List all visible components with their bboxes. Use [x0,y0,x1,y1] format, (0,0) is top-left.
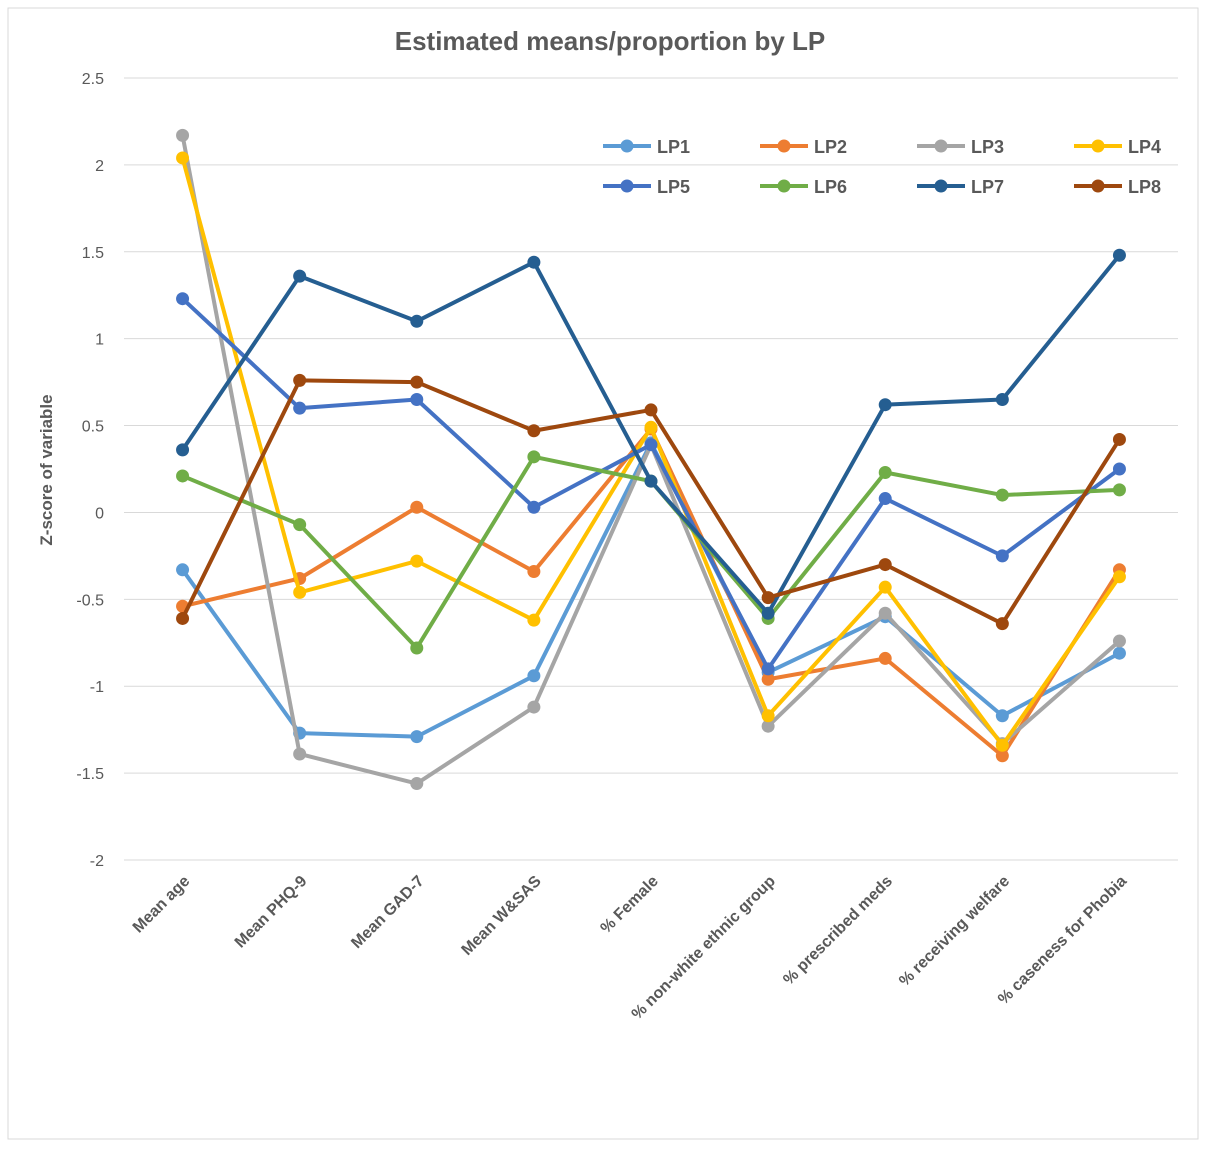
data-point [644,438,658,452]
data-point [995,549,1009,563]
y-tick-label: -0.5 [76,592,104,609]
data-point [410,777,424,791]
y-tick-label: -1.5 [76,766,104,783]
data-point [1112,462,1126,476]
chart-title: Estimated means/proportion by LP [395,26,826,56]
data-point [644,474,658,488]
data-point [293,373,307,387]
data-point [410,314,424,328]
y-tick-label: -1 [90,679,104,696]
data-point [176,469,190,483]
data-point [176,611,190,625]
data-point [527,450,541,464]
legend-label: LP7 [971,177,1004,197]
data-point [761,606,775,620]
data-point [995,749,1009,763]
legend-label: LP8 [1128,177,1161,197]
data-point [527,565,541,579]
data-point [410,392,424,406]
data-point [878,651,892,665]
data-point [644,420,658,434]
data-point [878,606,892,620]
data-point [527,613,541,627]
data-point [1112,570,1126,584]
y-tick-label: 1.5 [82,245,104,262]
data-point [293,269,307,283]
data-point [761,662,775,676]
legend-label: LP3 [971,137,1004,157]
legend-label: LP6 [814,177,847,197]
data-point [527,255,541,269]
data-point [176,292,190,306]
data-point [995,709,1009,723]
data-point [293,585,307,599]
legend-marker [777,139,791,153]
data-point [878,558,892,572]
y-tick-label: 2.5 [82,71,104,88]
data-point [995,488,1009,502]
legend-marker [1091,139,1105,153]
data-point [293,747,307,761]
y-tick-label: 2 [95,158,104,175]
data-point [176,563,190,577]
y-axis-label: Z-score of variable [37,394,56,545]
y-tick-label: 0 [95,505,104,522]
data-point [761,719,775,733]
data-point [878,492,892,506]
legend-label: LP1 [657,137,690,157]
data-point [995,392,1009,406]
legend-label: LP5 [657,177,690,197]
data-point [410,641,424,655]
data-point [761,591,775,605]
data-point [410,500,424,514]
data-point [761,709,775,723]
legend-marker [620,139,634,153]
legend-marker [777,179,791,193]
data-point [995,617,1009,631]
data-point [410,375,424,389]
data-point [878,398,892,412]
data-point [995,738,1009,752]
data-point [527,700,541,714]
data-point [410,730,424,744]
data-point [1112,634,1126,648]
data-point [410,554,424,568]
data-point [527,424,541,438]
y-tick-label: -2 [90,853,104,870]
data-point [176,151,190,165]
data-point [293,401,307,415]
legend-marker [934,179,948,193]
y-tick-label: 1 [95,332,104,349]
y-tick-label: 0.5 [82,419,104,436]
data-point [1112,432,1126,446]
data-point [527,669,541,683]
data-point [878,580,892,594]
data-point [176,128,190,142]
data-point [293,518,307,532]
data-point [644,403,658,417]
data-point [176,443,190,457]
data-point [1112,248,1126,262]
data-point [878,465,892,479]
data-point [1112,646,1126,660]
data-point [1112,483,1126,497]
legend-marker [934,139,948,153]
data-point [761,672,775,686]
legend-label: LP2 [814,137,847,157]
legend-marker [620,179,634,193]
data-point [527,500,541,514]
legend-marker [1091,179,1105,193]
legend-label: LP4 [1128,137,1161,157]
